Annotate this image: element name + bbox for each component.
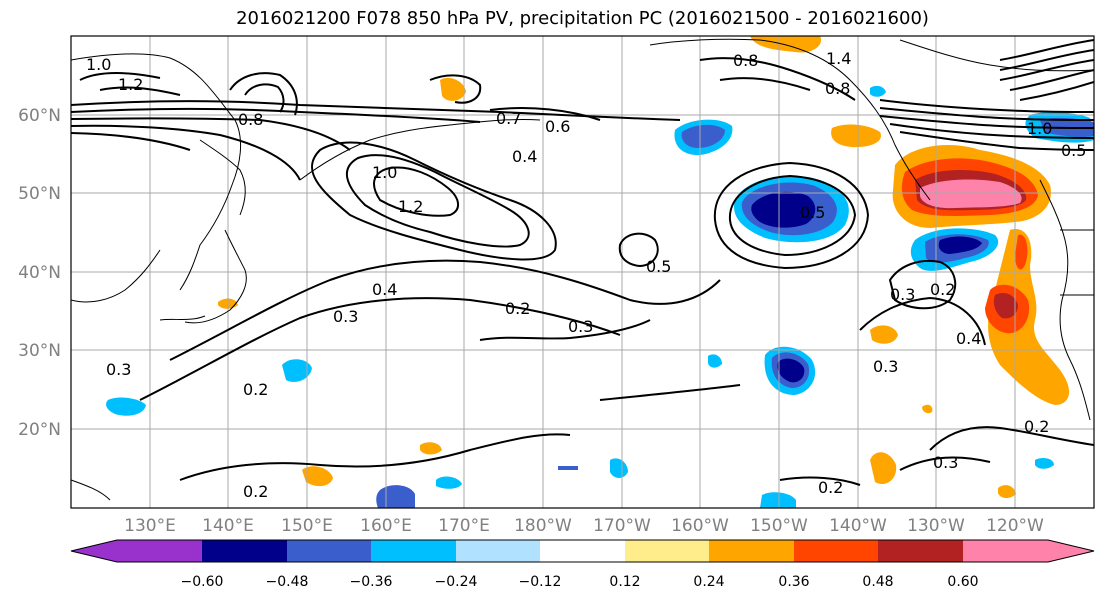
coastlines [71, 38, 1094, 501]
colorbar-outline [70, 539, 1095, 563]
contour-label: 0.3 [873, 357, 898, 376]
lat-label: 60°N [18, 106, 61, 126]
colorbar-tick: 0.24 [693, 574, 724, 590]
colorbar-segment [709, 540, 794, 562]
lon-label: 130°W [907, 516, 965, 536]
colorbar-tick: −0.48 [266, 574, 309, 590]
contour-label: 0.7 [496, 109, 521, 128]
pv-contours [71, 39, 1094, 486]
contour-label: 0.3 [106, 360, 131, 379]
colorbar-tick: 0.48 [862, 574, 893, 590]
colorbar-tick: −0.24 [435, 574, 478, 590]
colorbar-segment [456, 540, 540, 562]
contour-label: 0.8 [238, 110, 263, 129]
lat-label: 50°N [18, 184, 61, 204]
contour-label: 1.2 [118, 75, 143, 94]
lat-label: 40°N [18, 263, 61, 283]
colorbar-extend-high [1048, 540, 1094, 562]
contour-label: 0.5 [1061, 141, 1086, 160]
lon-label: 150°W [750, 516, 808, 536]
contour-label: 0.5 [800, 203, 825, 222]
colorbar-segment [878, 540, 963, 562]
lon-label: 140°W [829, 516, 887, 536]
map-title: 2016021200 F078 850 hPa PV, precipitatio… [236, 8, 929, 29]
colorbar-tick: −0.12 [519, 574, 562, 590]
lon-label: 150°E [281, 516, 333, 536]
lat-label: 30°N [18, 341, 61, 361]
colorbar-segments [117, 540, 1048, 562]
contour-label: 0.3 [890, 285, 915, 304]
contour-label: 1.0 [1027, 119, 1052, 138]
contour-label: 0.8 [733, 51, 758, 70]
lon-label: 130°E [124, 516, 176, 536]
contour-label: 1.0 [372, 163, 397, 182]
contour-label: 0.3 [333, 307, 358, 326]
contour-label: 0.3 [568, 317, 593, 336]
contour-label: 0.4 [372, 280, 397, 299]
contour-label: 0.8 [825, 79, 850, 98]
contour-label: 0.2 [818, 478, 843, 497]
lon-label: 160°W [671, 516, 729, 536]
lat-label: 20°N [18, 420, 61, 440]
colorbar-segment [540, 540, 625, 562]
contour-labels: 1.0 1.2 0.8 0.7 0.6 0.4 1.0 1.2 0.5 0.5 … [86, 49, 1086, 501]
colorbar-tick: −0.60 [181, 574, 224, 590]
colorbar-segment [963, 540, 1048, 562]
contour-label: 1.0 [86, 55, 111, 74]
colorbar-segment [794, 540, 878, 562]
contour-label: 0.4 [956, 329, 981, 348]
colorbar-ticks: −0.60 −0.48 −0.36 −0.24 −0.12 0.12 0.24 … [181, 574, 979, 590]
latitude-labels: 60°N 50°N 40°N 30°N 20°N [18, 106, 61, 440]
colorbar-segment [202, 540, 287, 562]
colorbar-tick: −0.36 [350, 574, 393, 590]
contour-label: 0.5 [646, 257, 671, 276]
contour-label: 0.4 [512, 147, 537, 166]
lon-label: 140°E [202, 516, 254, 536]
longitude-labels: 130°E 140°E 150°E 160°E 170°E 180°W 170°… [124, 516, 1044, 536]
colorbar-segment [287, 540, 371, 562]
colorbar: −0.60 −0.48 −0.36 −0.24 −0.12 0.12 0.24 … [70, 539, 1095, 590]
contour-label: 0.6 [545, 117, 570, 136]
colorbar-tick: 0.12 [609, 574, 640, 590]
colorbar-extend-low [71, 540, 117, 562]
lon-label: 180°W [514, 516, 572, 536]
colorbar-segment [625, 540, 709, 562]
map-frame [70, 35, 1095, 509]
contour-label: 0.2 [505, 299, 530, 318]
graticule [71, 36, 1094, 508]
contour-label: 0.2 [243, 380, 268, 399]
contour-label: 0.2 [1024, 417, 1049, 436]
lon-label: 170°W [593, 516, 651, 536]
lon-label: 170°E [438, 516, 490, 536]
colorbar-segment [371, 540, 456, 562]
lon-label: 120°W [986, 516, 1044, 536]
lon-label: 160°E [360, 516, 412, 536]
contour-label: 1.4 [826, 49, 851, 68]
contour-label: 0.2 [243, 482, 268, 501]
contour-label: 0.3 [933, 453, 958, 472]
contour-label: 0.2 [930, 280, 955, 299]
colorbar-segment [117, 540, 202, 562]
colorbar-tick: 0.60 [947, 574, 978, 590]
colorbar-tick: 0.36 [778, 574, 809, 590]
contour-label: 1.2 [398, 197, 423, 216]
